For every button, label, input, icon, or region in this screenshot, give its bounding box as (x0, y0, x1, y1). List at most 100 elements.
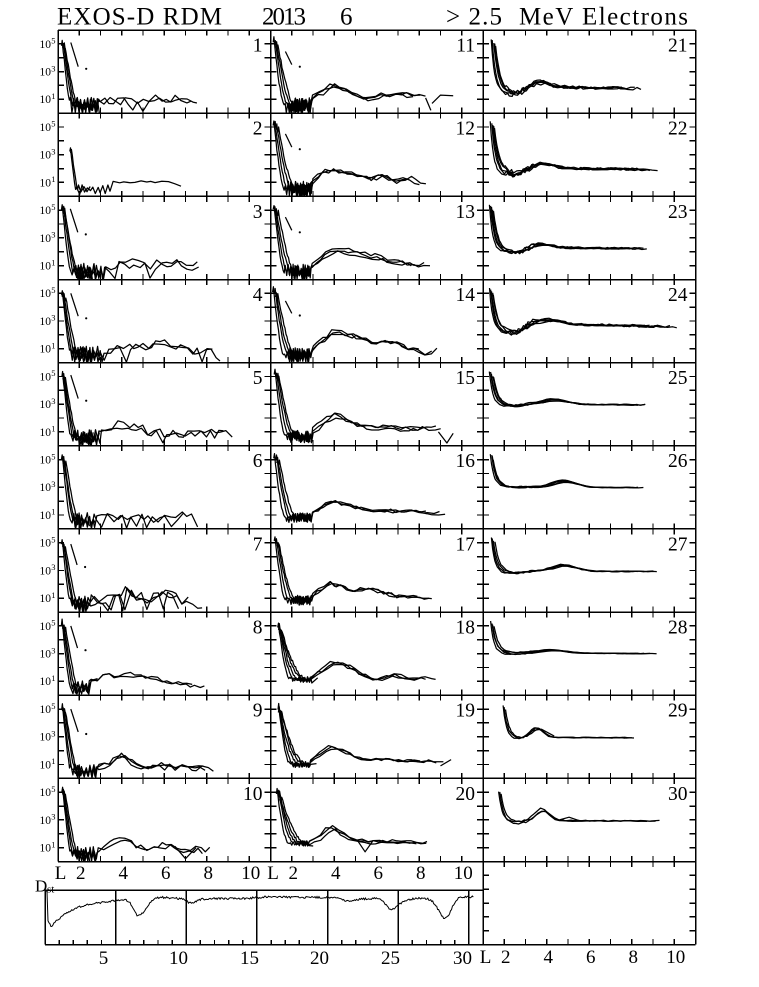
svg-text:20: 20 (456, 784, 476, 805)
svg-text:26: 26 (668, 451, 688, 472)
svg-text:10: 10 (40, 649, 52, 661)
svg-text:6: 6 (253, 451, 263, 472)
svg-text:10: 10 (40, 177, 52, 189)
svg-text:3: 3 (51, 230, 55, 240)
svg-text:L: L (480, 947, 492, 968)
svg-text:13: 13 (456, 202, 476, 223)
svg-text:10: 10 (40, 732, 52, 744)
svg-text:L: L (55, 863, 67, 884)
svg-text:10: 10 (40, 759, 52, 771)
svg-text:10: 10 (40, 39, 52, 51)
svg-text:6: 6 (161, 863, 171, 884)
svg-text:19: 19 (456, 701, 476, 722)
svg-text:10: 10 (40, 288, 52, 300)
svg-text:10: 10 (40, 233, 52, 245)
svg-text:10: 10 (40, 261, 52, 273)
svg-text:3: 3 (51, 479, 55, 489)
svg-text:6: 6 (373, 863, 383, 884)
svg-text:5: 5 (99, 948, 109, 969)
svg-text:6: 6 (586, 947, 596, 968)
svg-text:17: 17 (456, 534, 476, 555)
svg-text:4: 4 (543, 947, 553, 968)
svg-text:5: 5 (51, 368, 55, 378)
svg-text:5: 5 (51, 618, 55, 628)
svg-text:L: L (267, 863, 279, 884)
svg-text:10: 10 (169, 948, 188, 969)
svg-text:10: 10 (40, 593, 52, 605)
svg-text:10: 10 (241, 863, 260, 884)
svg-text:23: 23 (668, 202, 688, 223)
svg-text:1: 1 (253, 36, 263, 57)
svg-text:3: 3 (253, 202, 263, 223)
svg-text:4: 4 (331, 863, 341, 884)
svg-text:10: 10 (40, 482, 52, 494)
svg-text:10: 10 (40, 510, 52, 522)
svg-text:EXOS-D RDM: EXOS-D RDM (57, 4, 222, 31)
svg-text:28: 28 (668, 618, 688, 639)
svg-text:10: 10 (40, 399, 52, 411)
svg-text:10: 10 (40, 621, 52, 633)
svg-text:1: 1 (51, 91, 55, 101)
svg-text:5: 5 (51, 119, 55, 129)
svg-text:29: 29 (668, 701, 688, 722)
svg-text:5: 5 (51, 451, 55, 461)
svg-text:1: 1 (51, 257, 55, 267)
svg-text:10: 10 (40, 704, 52, 716)
svg-text:14: 14 (456, 285, 476, 306)
svg-text:24: 24 (668, 285, 688, 306)
svg-text:2: 2 (253, 119, 263, 140)
svg-text:2: 2 (76, 863, 86, 884)
svg-text:1: 1 (51, 590, 55, 600)
svg-text:20: 20 (310, 948, 329, 969)
svg-text:8: 8 (203, 863, 213, 884)
svg-text:3: 3 (51, 313, 55, 323)
svg-text:10: 10 (40, 122, 52, 134)
svg-text:10: 10 (40, 67, 52, 79)
svg-text:10: 10 (40, 205, 52, 217)
svg-text:8: 8 (416, 863, 426, 884)
svg-text:15: 15 (456, 368, 476, 389)
svg-text:5: 5 (51, 784, 55, 794)
svg-text:1: 1 (51, 839, 55, 849)
svg-text:8: 8 (253, 618, 263, 639)
svg-text:3: 3 (51, 729, 55, 739)
svg-text:12: 12 (456, 119, 476, 140)
svg-text:1: 1 (51, 507, 55, 517)
svg-text:15: 15 (240, 948, 259, 969)
svg-text:10: 10 (40, 676, 52, 688)
svg-text:3: 3 (51, 63, 55, 73)
svg-text:27: 27 (668, 534, 688, 555)
svg-text:1: 1 (51, 424, 55, 434)
svg-text:1: 1 (51, 340, 55, 350)
svg-text:3: 3 (51, 146, 55, 156)
svg-text:25: 25 (668, 368, 688, 389)
svg-text:10: 10 (243, 784, 263, 805)
svg-text:6: 6 (340, 4, 353, 31)
svg-text:9: 9 (253, 701, 263, 722)
svg-text:5: 5 (51, 535, 55, 545)
svg-text:3: 3 (51, 562, 55, 572)
svg-text:21: 21 (668, 36, 688, 57)
svg-text:10: 10 (40, 344, 52, 356)
svg-text:10: 10 (40, 316, 52, 328)
svg-text:5: 5 (253, 368, 263, 389)
svg-text:10: 10 (666, 947, 685, 968)
svg-text:10: 10 (40, 455, 52, 467)
svg-text:1: 1 (51, 174, 55, 184)
svg-text:2: 2 (501, 947, 511, 968)
svg-text:10: 10 (40, 427, 52, 439)
svg-text:30: 30 (453, 948, 472, 969)
svg-text:5: 5 (51, 285, 55, 295)
svg-text:5: 5 (51, 202, 55, 212)
svg-text:10: 10 (40, 787, 52, 799)
svg-text:1: 1 (51, 756, 55, 766)
svg-text:8: 8 (628, 947, 638, 968)
svg-text:4: 4 (253, 285, 263, 306)
svg-text:1: 1 (51, 673, 55, 683)
svg-text:4: 4 (118, 863, 128, 884)
svg-text:22: 22 (668, 119, 688, 140)
svg-text:5: 5 (51, 701, 55, 711)
svg-text:30: 30 (668, 784, 688, 805)
svg-text:10: 10 (40, 94, 52, 106)
svg-text:25: 25 (381, 948, 400, 969)
